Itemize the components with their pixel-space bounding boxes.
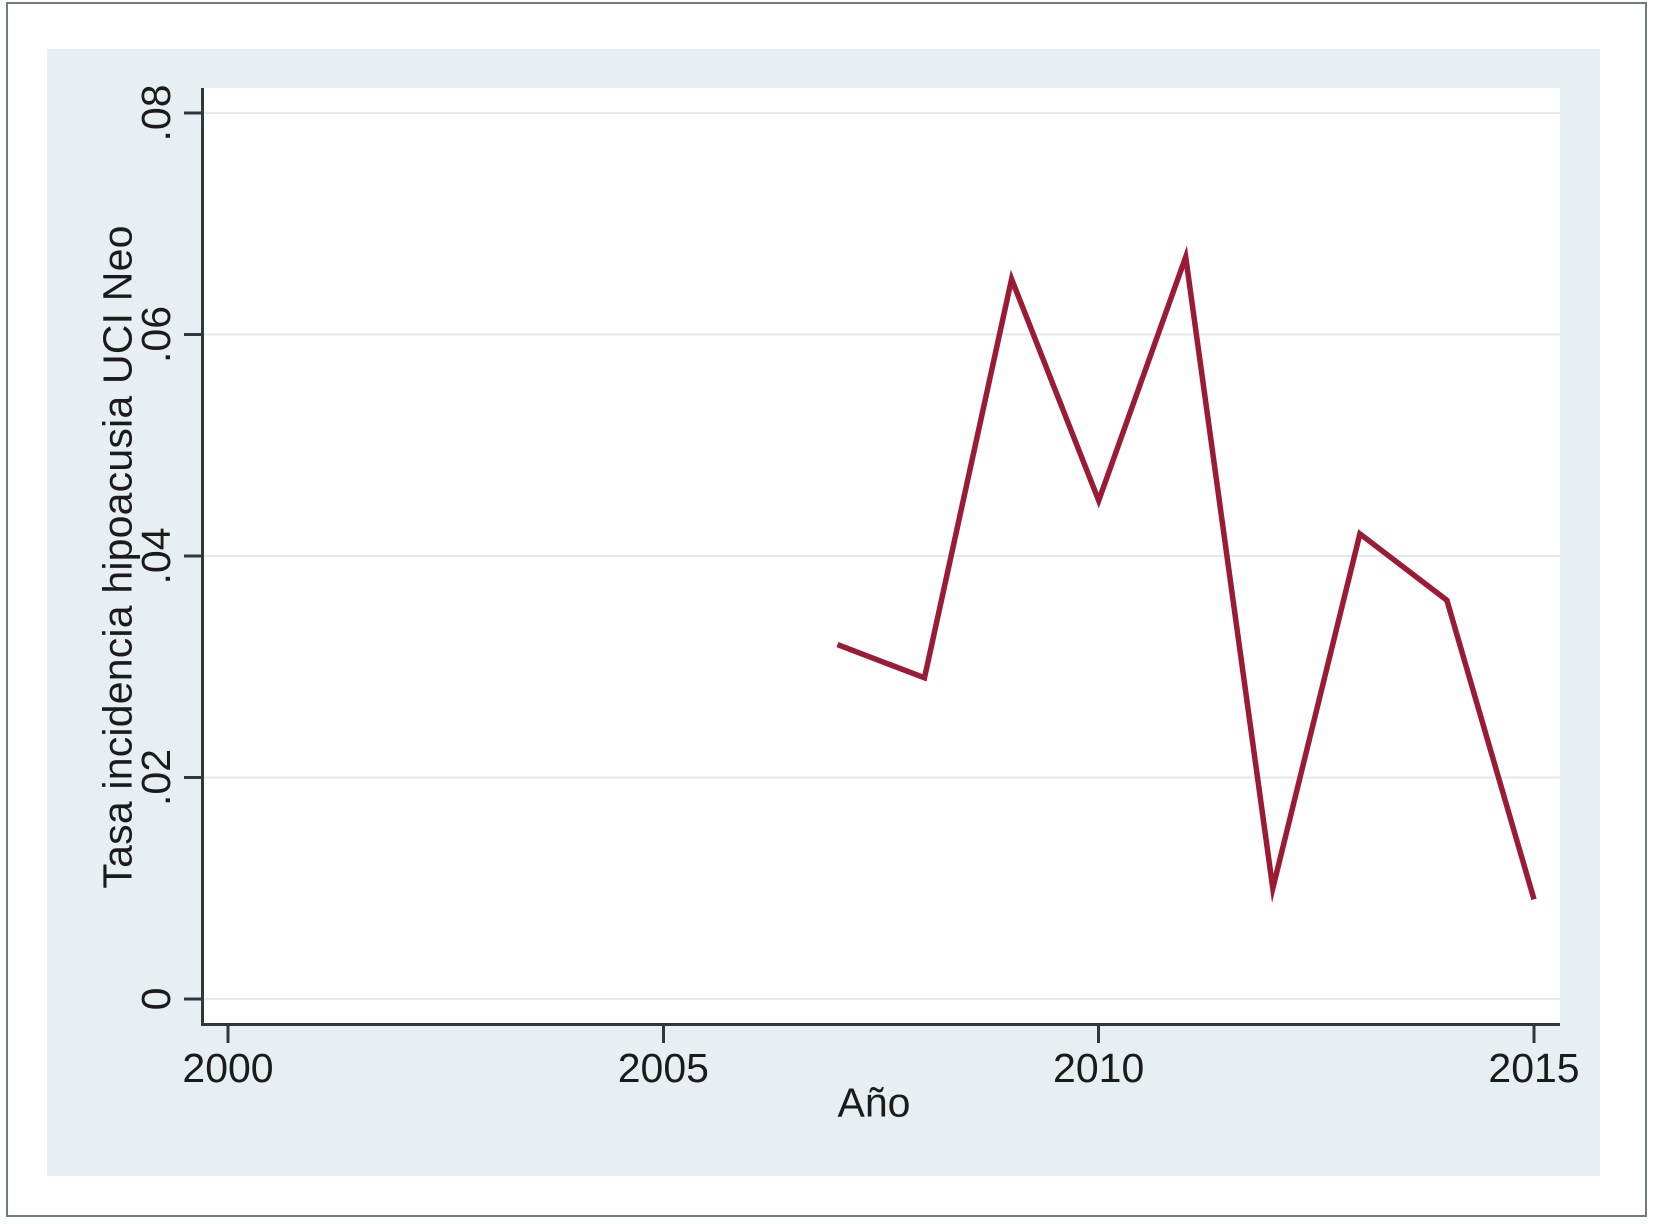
chart-canvas: 0 .02 .04 .06 .08 2000 2005 2010 2015 [133,85,1580,1092]
y-tick-label: .06 [133,306,179,363]
y-tick-label: .04 [133,528,179,585]
x-tick-label: 2005 [618,1045,709,1091]
graph-area: 0 .02 .04 .06 .08 2000 2005 2010 2015 Tasa incid… [47,49,1600,1176]
y-tick-label: 0 [133,988,179,1011]
x-axis-title: Año [837,1079,911,1126]
x-tick-label: 2010 [1053,1045,1144,1091]
figure-border [6,2,1647,1217]
y-axis-title: Tasa incidencia hipoacusia UCI Neo [94,225,141,889]
y-tick-label: .08 [133,85,179,142]
incidence-line [836,245,1537,903]
y-tick-label: .02 [133,749,179,806]
x-tick-label: 2000 [182,1045,273,1091]
x-tick-label: 2015 [1488,1045,1579,1091]
